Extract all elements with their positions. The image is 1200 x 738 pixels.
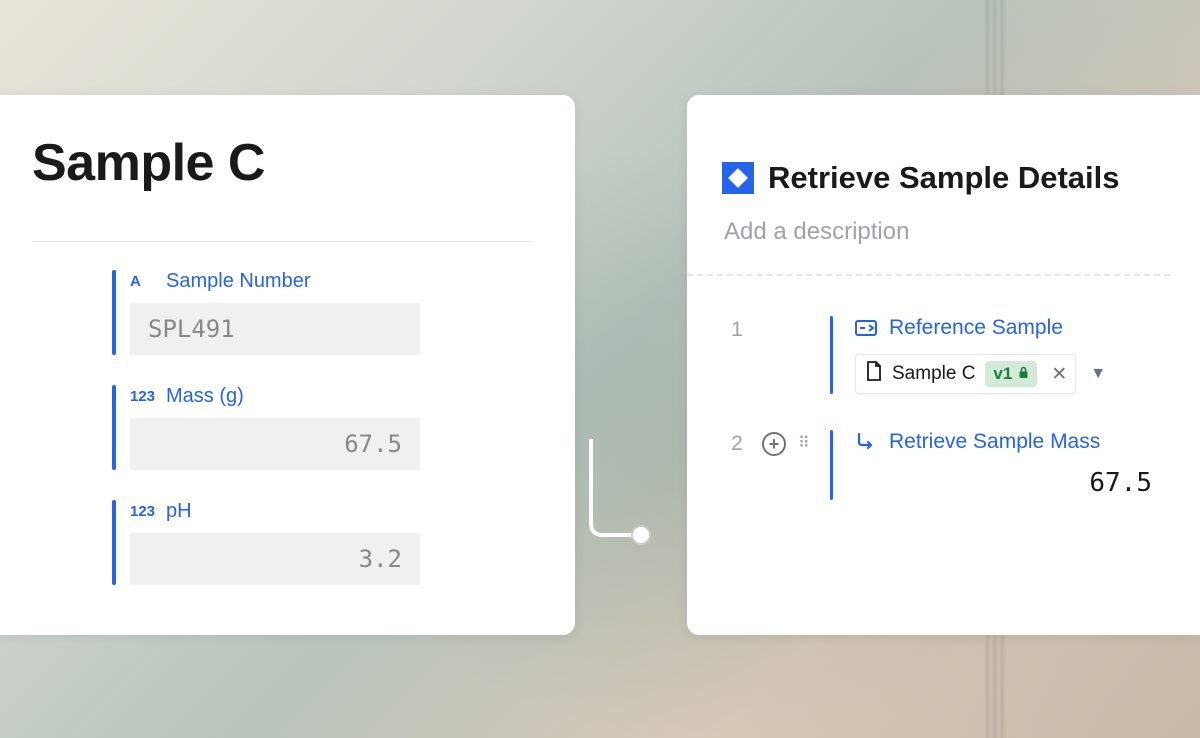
field-value[interactable]: 67.5 [130, 418, 420, 470]
chevron-down-icon[interactable]: ▼ [1090, 365, 1106, 383]
field-accent-bar [112, 500, 116, 585]
step-number: 2 [722, 430, 752, 456]
module-icon [722, 162, 754, 194]
step-result-value: 67.5 [855, 468, 1170, 498]
divider [32, 241, 533, 242]
step-accent-bar [830, 430, 833, 500]
type-badge-number-icon: 123 [130, 503, 156, 520]
step-label-text: Reference Sample [889, 316, 1063, 340]
close-icon[interactable]: ✕ [1047, 363, 1071, 386]
drag-handle-icon[interactable]: ⠿ [798, 440, 812, 448]
step-label: Reference Sample [855, 316, 1170, 340]
workflow-step: 2 + ⠿ Retrieve Sample Mass 67.5 [722, 430, 1170, 500]
dashed-divider [687, 274, 1170, 276]
version-badge: v1 [985, 361, 1037, 387]
step-label: Retrieve Sample Mass [855, 430, 1170, 454]
step-label-text: Retrieve Sample Mass [889, 430, 1100, 454]
retrieve-icon [855, 431, 877, 453]
lock-icon [1018, 366, 1029, 382]
field-sample-number: A Sample Number SPL491 [32, 270, 533, 355]
field-label-text: pH [166, 500, 192, 523]
step-accent-bar [830, 316, 833, 394]
add-step-button[interactable]: + [762, 432, 786, 456]
field-ph: 123 pH 3.2 [32, 500, 533, 585]
field-value[interactable]: SPL491 [130, 303, 420, 355]
reference-chip[interactable]: Sample C v1 ✕ [855, 354, 1076, 394]
workflow-card: Retrieve Sample Details Add a descriptio… [687, 95, 1200, 635]
reference-icon [855, 318, 877, 338]
type-badge-number-icon: 123 [130, 388, 156, 405]
field-label: A Sample Number [130, 270, 533, 293]
field-accent-bar [112, 385, 116, 470]
field-label: 123 Mass (g) [130, 385, 533, 408]
type-badge-text-icon: A [130, 273, 156, 290]
description-input[interactable]: Add a description [722, 218, 1170, 246]
field-value[interactable]: 3.2 [130, 533, 420, 585]
page-title: Sample C [32, 133, 533, 193]
document-icon [866, 361, 882, 387]
step-number: 1 [722, 316, 752, 342]
field-label: 123 pH [130, 500, 533, 523]
workflow-title: Retrieve Sample Details [768, 160, 1120, 196]
field-label-text: Mass (g) [166, 385, 244, 408]
workflow-step: 1 Reference Sample Sample C v1 [722, 316, 1170, 394]
field-mass: 123 Mass (g) 67.5 [32, 385, 533, 470]
field-label-text: Sample Number [166, 270, 311, 293]
sample-detail-card: Sample C A Sample Number SPL491 123 Mass… [0, 95, 575, 635]
field-accent-bar [112, 270, 116, 355]
reference-name: Sample C [892, 363, 975, 385]
